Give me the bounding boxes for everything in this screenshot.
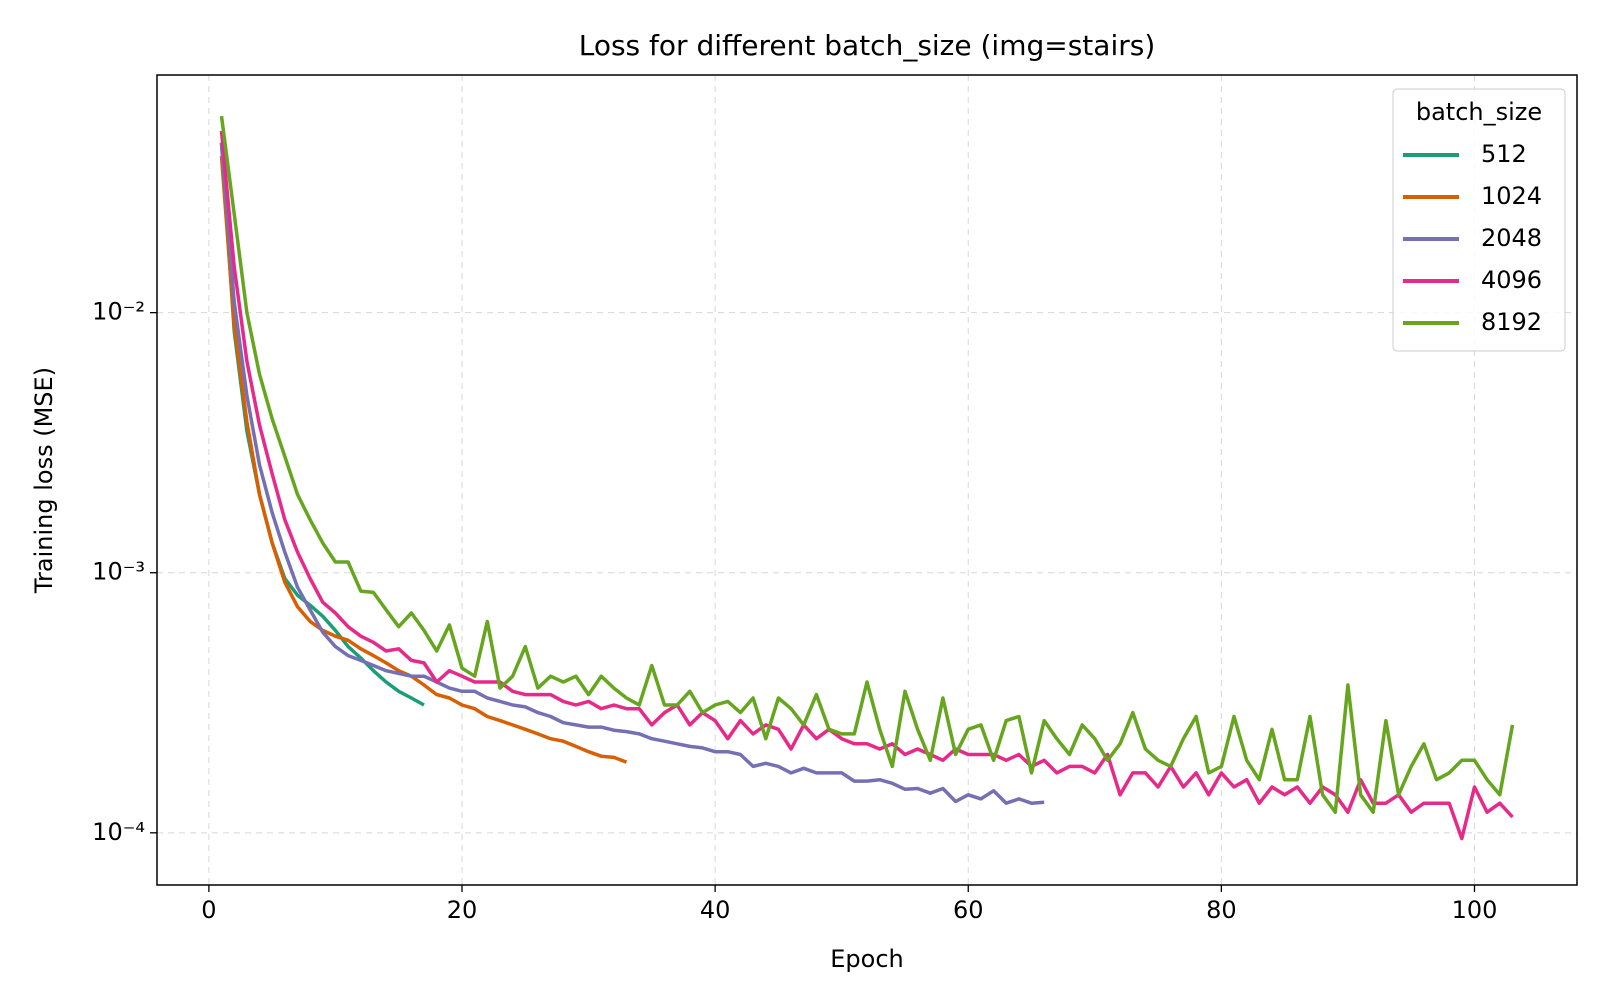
y-tick-label: 10⁻³ xyxy=(92,558,145,586)
series-line xyxy=(219,115,1515,814)
legend-label: 1024 xyxy=(1481,182,1542,210)
legend-label: 512 xyxy=(1481,140,1527,168)
y-tick-label: 10⁻² xyxy=(92,298,145,326)
x-tick-label: 20 xyxy=(447,896,478,924)
x-tick-label: 40 xyxy=(700,896,731,924)
series-line xyxy=(219,155,628,764)
x-tick-label: 80 xyxy=(1206,896,1237,924)
plot-frame xyxy=(156,74,1578,886)
y-tick-label: 10⁻⁴ xyxy=(92,818,145,846)
legend-label: 8192 xyxy=(1481,308,1542,336)
chart-title: Loss for different batch_size (img=stair… xyxy=(579,29,1156,62)
y-axis-label: Training loss (MSE) xyxy=(30,367,58,594)
x-tick-label: 100 xyxy=(1452,896,1498,924)
legend-label: 4096 xyxy=(1481,266,1542,294)
x-tick-label: 60 xyxy=(953,896,984,924)
series-line xyxy=(219,142,1045,805)
legend-title: batch_size xyxy=(1416,98,1542,126)
x-axis-label: Epoch xyxy=(830,945,904,973)
x-tick-label: 0 xyxy=(201,896,216,924)
series-line xyxy=(219,130,1514,841)
legend-label: 2048 xyxy=(1481,224,1542,252)
